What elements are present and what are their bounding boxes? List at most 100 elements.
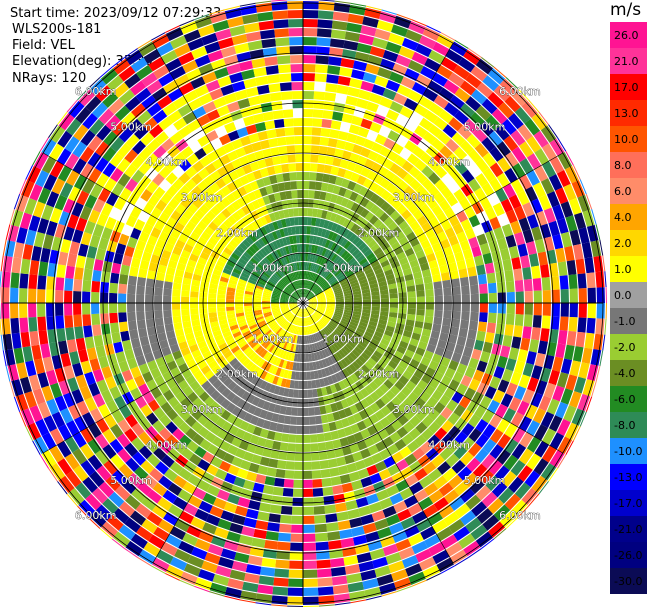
velocity-gate xyxy=(550,276,560,290)
range-ring-label: 5.00km xyxy=(110,120,152,133)
velocity-gate xyxy=(308,298,317,302)
velocity-gate xyxy=(216,212,227,223)
velocity-gate xyxy=(125,378,138,392)
velocity-gate xyxy=(465,73,482,89)
velocity-gate xyxy=(145,167,159,181)
velocity-gate xyxy=(69,351,80,365)
velocity-gate xyxy=(350,172,360,183)
velocity-gate xyxy=(159,339,169,350)
velocity-gate xyxy=(527,377,539,392)
velocity-gate xyxy=(90,407,103,423)
velocity-gate xyxy=(255,285,264,291)
velocity-gate xyxy=(569,360,581,377)
velocity-gate xyxy=(288,28,303,37)
velocity-gate xyxy=(278,73,292,83)
velocity-gate xyxy=(29,405,43,423)
velocity-gate xyxy=(294,291,300,299)
velocity-gate xyxy=(380,303,389,308)
velocity-gate xyxy=(145,310,154,320)
velocity-gate xyxy=(526,241,537,255)
velocity-gate xyxy=(365,395,375,406)
velocity-gate xyxy=(101,227,113,240)
velocity-gate xyxy=(334,292,344,297)
velocity-gate xyxy=(301,308,303,317)
velocity-gate xyxy=(142,391,155,404)
velocity-gate xyxy=(586,272,596,289)
velocity-gate xyxy=(268,344,276,353)
velocity-gate xyxy=(55,277,65,291)
velocity-gate xyxy=(155,238,166,250)
velocity-gate xyxy=(146,453,161,468)
velocity-gate xyxy=(517,349,528,363)
velocity-gate xyxy=(118,127,134,143)
velocity-gate xyxy=(409,481,424,495)
velocity-gate xyxy=(414,159,427,172)
velocity-gate xyxy=(503,135,519,152)
velocity-gate xyxy=(541,277,551,291)
velocity-gate xyxy=(408,427,421,440)
velocity-gate xyxy=(376,574,394,587)
velocity-gate xyxy=(257,197,266,208)
velocity-gate xyxy=(51,354,63,370)
velocity-gate xyxy=(257,84,270,95)
velocity-gate xyxy=(522,389,535,404)
colorbar-swatch xyxy=(610,542,647,568)
velocity-gate xyxy=(482,438,497,454)
velocity-gate xyxy=(280,298,289,301)
velocity-gate xyxy=(223,350,233,359)
velocity-gate xyxy=(445,49,463,64)
velocity-gate xyxy=(295,317,300,326)
velocity-gate xyxy=(552,204,565,221)
velocity-gate xyxy=(373,219,383,229)
velocity-gate xyxy=(264,476,276,486)
velocity-gate xyxy=(78,243,89,257)
velocity-gate xyxy=(487,282,497,294)
velocity-gate xyxy=(327,531,341,541)
velocity-gate xyxy=(345,500,358,511)
velocity-gate xyxy=(243,370,252,380)
velocity-gate xyxy=(474,143,489,158)
velocity-gate xyxy=(192,160,205,173)
velocity-gate xyxy=(420,239,431,250)
velocity-gate xyxy=(344,31,361,42)
velocity-gate xyxy=(285,218,291,227)
velocity-gate xyxy=(431,389,444,402)
velocity-gate xyxy=(303,154,311,163)
velocity-gate xyxy=(326,274,334,281)
velocity-gate xyxy=(194,577,213,591)
velocity-gate xyxy=(276,348,283,357)
velocity-gate xyxy=(336,84,349,95)
velocity-gate xyxy=(411,82,427,96)
velocity-gate xyxy=(224,263,234,272)
velocity-gate xyxy=(194,585,210,593)
velocity-gate xyxy=(286,264,292,273)
velocity-gate xyxy=(254,240,263,250)
velocity-gate xyxy=(436,526,453,542)
velocity-gate xyxy=(382,543,399,556)
velocity-gate xyxy=(49,143,64,161)
velocity-gate xyxy=(474,187,487,201)
velocity-gate xyxy=(422,131,437,145)
velocity-gate xyxy=(330,253,338,262)
velocity-gate xyxy=(447,334,458,344)
velocity-gate xyxy=(25,426,34,442)
velocity-gate xyxy=(170,65,186,80)
velocity-gate xyxy=(324,404,333,414)
velocity-gate xyxy=(262,304,271,308)
velocity-gate xyxy=(165,172,178,185)
velocity-gate xyxy=(142,223,154,235)
velocity-gate xyxy=(209,283,218,290)
velocity-gate xyxy=(307,281,312,289)
velocity-gate xyxy=(286,333,292,342)
velocity-gate xyxy=(108,491,125,508)
velocity-gate xyxy=(231,80,246,92)
velocity-gate xyxy=(95,504,113,521)
velocity-gate xyxy=(226,286,236,293)
velocity-gate xyxy=(432,41,450,57)
velocity-gate xyxy=(283,209,290,218)
velocity-gate xyxy=(285,255,291,264)
velocity-gate xyxy=(499,78,517,96)
velocity-gate xyxy=(190,516,206,530)
velocity-gate xyxy=(227,283,237,289)
velocity-gate xyxy=(278,258,284,267)
